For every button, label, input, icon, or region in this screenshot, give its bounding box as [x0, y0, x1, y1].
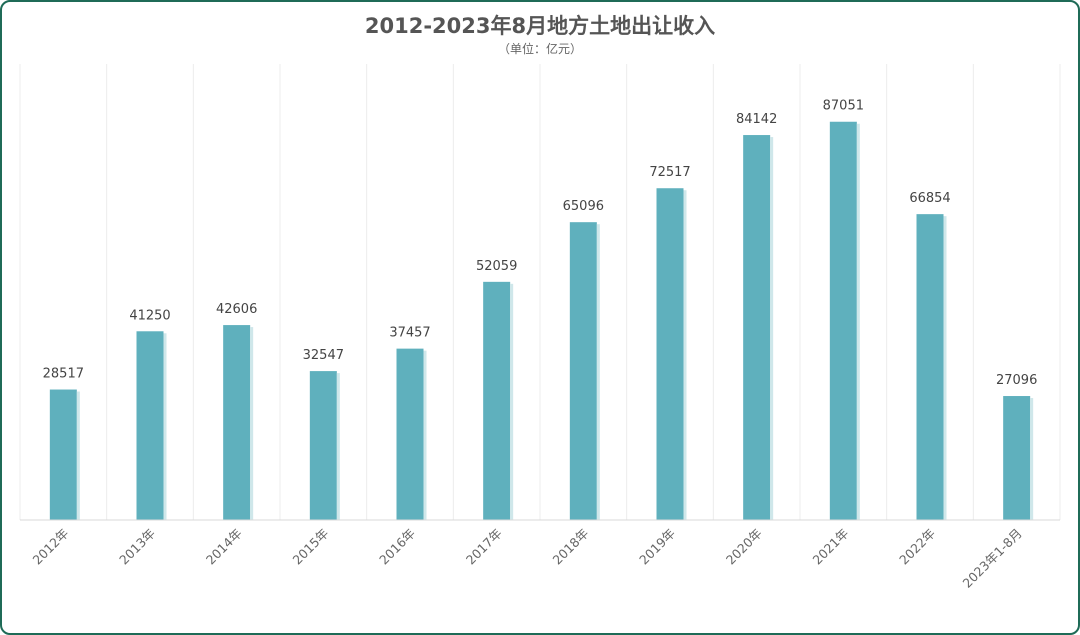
bar — [223, 325, 251, 520]
bar-shadow — [336, 373, 340, 520]
x-tick-labels-group: 2012年 2013年 2014年 2015年 2016年 2017年 2018年 2019年… — [30, 526, 1025, 591]
value-label: 28517 — [43, 367, 84, 382]
bar — [569, 222, 597, 521]
bar-shadow — [1030, 398, 1034, 520]
value-labels-group: 28517 41250 42606 32547 37457 52059 65096 72517… — [43, 99, 1038, 388]
x-tick-label: 2020年 — [723, 526, 765, 568]
x-tick-label: 2022年 — [896, 526, 938, 568]
bar — [309, 371, 337, 520]
x-tick-label: 2018年 — [550, 526, 592, 568]
bar-shadow — [510, 283, 514, 520]
value-label: 42606 — [216, 302, 257, 317]
bar — [49, 389, 77, 520]
bar-shadow — [163, 333, 167, 520]
bar-shadow — [770, 137, 774, 520]
bar — [656, 188, 684, 520]
bar-shadow — [76, 391, 80, 520]
bar-shadow — [596, 224, 600, 521]
value-label: 41250 — [129, 308, 170, 323]
chart-subtitle: （单位：亿元） — [497, 42, 582, 56]
value-label: 27096 — [996, 373, 1037, 388]
value-label: 37457 — [389, 326, 430, 341]
bar — [1003, 396, 1031, 520]
x-tick-label: 2015年 — [290, 526, 332, 568]
bar — [483, 281, 511, 520]
bar — [743, 135, 771, 520]
bar — [136, 331, 164, 520]
x-tick-label: 2014年 — [203, 526, 245, 568]
value-label: 52059 — [476, 259, 517, 274]
bar — [396, 348, 424, 520]
bar — [829, 121, 857, 521]
x-tick-label: 2019年 — [636, 526, 678, 568]
bar — [916, 214, 944, 520]
x-tick-label: 2012年 — [30, 526, 72, 568]
x-tick-label: 2013年 — [116, 526, 158, 568]
x-tick-label: 2023年1-8月 — [960, 526, 1025, 591]
bar-shadow — [683, 190, 687, 520]
value-label: 84142 — [736, 112, 777, 127]
chart-title: 2012-2023年8月地方土地出让收入 — [364, 14, 716, 38]
value-label: 72517 — [649, 165, 690, 180]
x-tick-label: 2017年 — [463, 526, 505, 568]
grid-lines — [19, 64, 1061, 520]
x-tick-label: 2021年 — [810, 526, 852, 568]
bars-group — [49, 121, 1034, 521]
bar-shadow — [250, 327, 254, 520]
x-tick-label: 2016年 — [376, 526, 418, 568]
bar-shadow — [423, 350, 427, 520]
value-label: 66854 — [909, 191, 950, 206]
value-label: 87051 — [823, 99, 864, 114]
bar-shadow — [943, 216, 947, 520]
value-label: 32547 — [303, 348, 344, 363]
value-label: 65096 — [563, 199, 604, 214]
bar-shadow — [856, 123, 860, 521]
